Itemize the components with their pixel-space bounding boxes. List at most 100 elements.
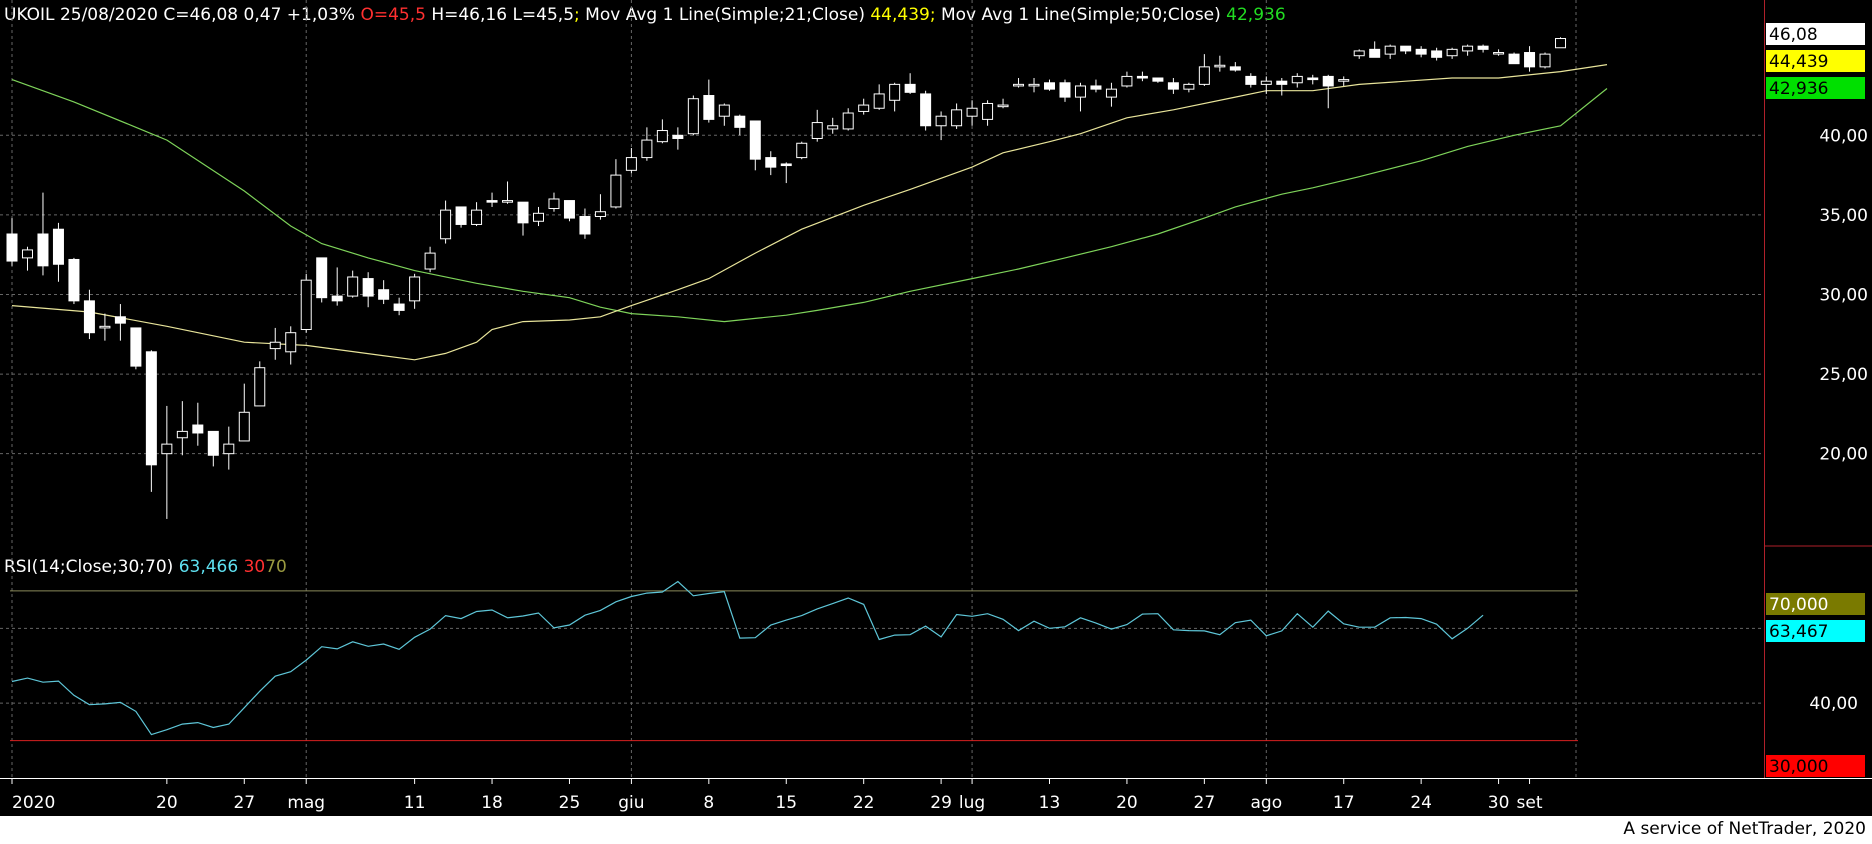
time-tick-label: 20 — [156, 793, 178, 813]
rsi-tag-30-bg — [1766, 755, 1865, 777]
candle-body — [1415, 48, 1427, 55]
candle-body — [455, 206, 467, 225]
separator: ; — [574, 5, 580, 25]
candle-body — [1431, 50, 1443, 58]
time-tick-label: lug — [959, 793, 985, 813]
time-tick-label: mag — [287, 793, 325, 813]
grid — [0, 0, 1872, 779]
candle-body — [1028, 83, 1040, 87]
price-tag-ma50: 42,936 — [1769, 79, 1828, 99]
candle-body — [811, 122, 823, 139]
candle-body — [378, 289, 390, 300]
time-tick-label: 27 — [233, 793, 255, 813]
candle-body — [594, 211, 606, 217]
time-tick-label: giu — [618, 793, 644, 813]
candle-body — [145, 351, 157, 466]
candle-body — [1167, 82, 1179, 90]
candle-body — [1322, 75, 1334, 87]
rsi-tick-label: 40,00 — [1809, 694, 1858, 714]
candle-body — [424, 252, 436, 270]
price-tick-label: 30,00 — [1819, 285, 1868, 305]
candle-body — [1446, 48, 1458, 57]
time-axis: 2020 20 27 mag 11 18 25 giu 8 15 22 29 lug 13 20 27 ago 1… — [11, 778, 1543, 813]
candle-body — [130, 327, 142, 367]
low-value: L=45,5 — [512, 5, 575, 25]
rsi-tag-30: 30,000 — [1769, 757, 1828, 777]
candle-body — [1136, 75, 1148, 79]
candle-body — [718, 104, 730, 117]
candle-body — [6, 233, 18, 262]
candle-body — [687, 98, 699, 135]
candle-body — [703, 95, 715, 120]
time-tick-label: 2020 — [12, 793, 55, 813]
candle-body — [1152, 77, 1164, 82]
candle-body — [37, 233, 49, 267]
candle-body — [1105, 88, 1117, 98]
candle-body — [254, 367, 266, 407]
candle-body — [904, 83, 916, 93]
candle-body — [532, 212, 544, 222]
price-axis: 40,0035,0030,0025,0020,0060,0040,0046,08… — [1766, 23, 1868, 777]
price-tick-label: 20,00 — [1819, 445, 1868, 465]
candle-body — [1074, 85, 1086, 98]
candle-body — [486, 200, 498, 203]
close-value: C=46,08 — [163, 5, 239, 25]
price-header: UKOIL 25/08/2020 C=46,08 0,47 +1,03% O=4… — [4, 5, 1286, 25]
candle-body — [966, 107, 978, 117]
candle-body — [625, 157, 637, 171]
candle-body — [1044, 82, 1056, 90]
candle-body — [982, 102, 994, 120]
candle-body — [68, 258, 80, 302]
price-tag-ma21: 44,439 — [1769, 52, 1828, 72]
candle-body — [1462, 45, 1474, 52]
candle-body — [285, 332, 297, 353]
candle-body — [1198, 66, 1210, 85]
candle-body — [83, 300, 95, 334]
candle-body — [471, 209, 483, 225]
symbol: UKOIL — [4, 5, 55, 25]
time-tick-label: 20 — [1116, 793, 1138, 813]
time-tick-label: 8 — [703, 793, 714, 813]
candle-body — [1524, 52, 1536, 68]
candle-body — [440, 209, 452, 240]
rsi-header: RSI(14;Close;30;70) 63,466 3070 — [4, 557, 287, 577]
price-tag-price-bg — [1766, 23, 1865, 45]
candle-body — [238, 411, 250, 442]
time-tick-label: ago — [1250, 793, 1282, 813]
time-tick-label: 22 — [853, 793, 875, 813]
ma50-value: 42,936 — [1226, 5, 1286, 25]
candle-body — [1400, 45, 1412, 52]
candle-body — [1245, 75, 1257, 85]
candle-body — [780, 163, 792, 167]
candle-body — [920, 93, 932, 127]
candle-body — [300, 279, 312, 331]
candle-body — [842, 112, 854, 130]
candle-body — [1338, 79, 1350, 82]
rsi-tag-70-bg — [1766, 593, 1865, 615]
rsi-tag-70: 70,000 — [1769, 595, 1828, 615]
candle-body — [223, 443, 235, 455]
candle-body — [1493, 52, 1505, 55]
candle-body — [52, 228, 64, 265]
candle-body — [1539, 53, 1551, 68]
candle-body — [192, 424, 204, 434]
candle-body — [1508, 53, 1520, 65]
change-value: 0,47 — [243, 5, 282, 25]
candle-body — [409, 276, 421, 302]
candle-body — [997, 104, 1009, 108]
candle-body — [1013, 83, 1025, 87]
candle-body — [1260, 80, 1272, 85]
candle-body — [1384, 45, 1396, 55]
candle-body — [765, 157, 777, 168]
time-tick-label: 17 — [1333, 793, 1355, 813]
candle-body — [672, 134, 684, 139]
candle-body — [1369, 48, 1381, 58]
date: 25/08/2020 — [59, 5, 158, 25]
ma21-series — [11, 64, 1608, 361]
candle-body — [21, 249, 33, 259]
candle-body — [1183, 83, 1195, 90]
ma50-series — [11, 79, 1608, 323]
candle-body — [207, 430, 219, 456]
time-tick-label: 13 — [1039, 793, 1061, 813]
